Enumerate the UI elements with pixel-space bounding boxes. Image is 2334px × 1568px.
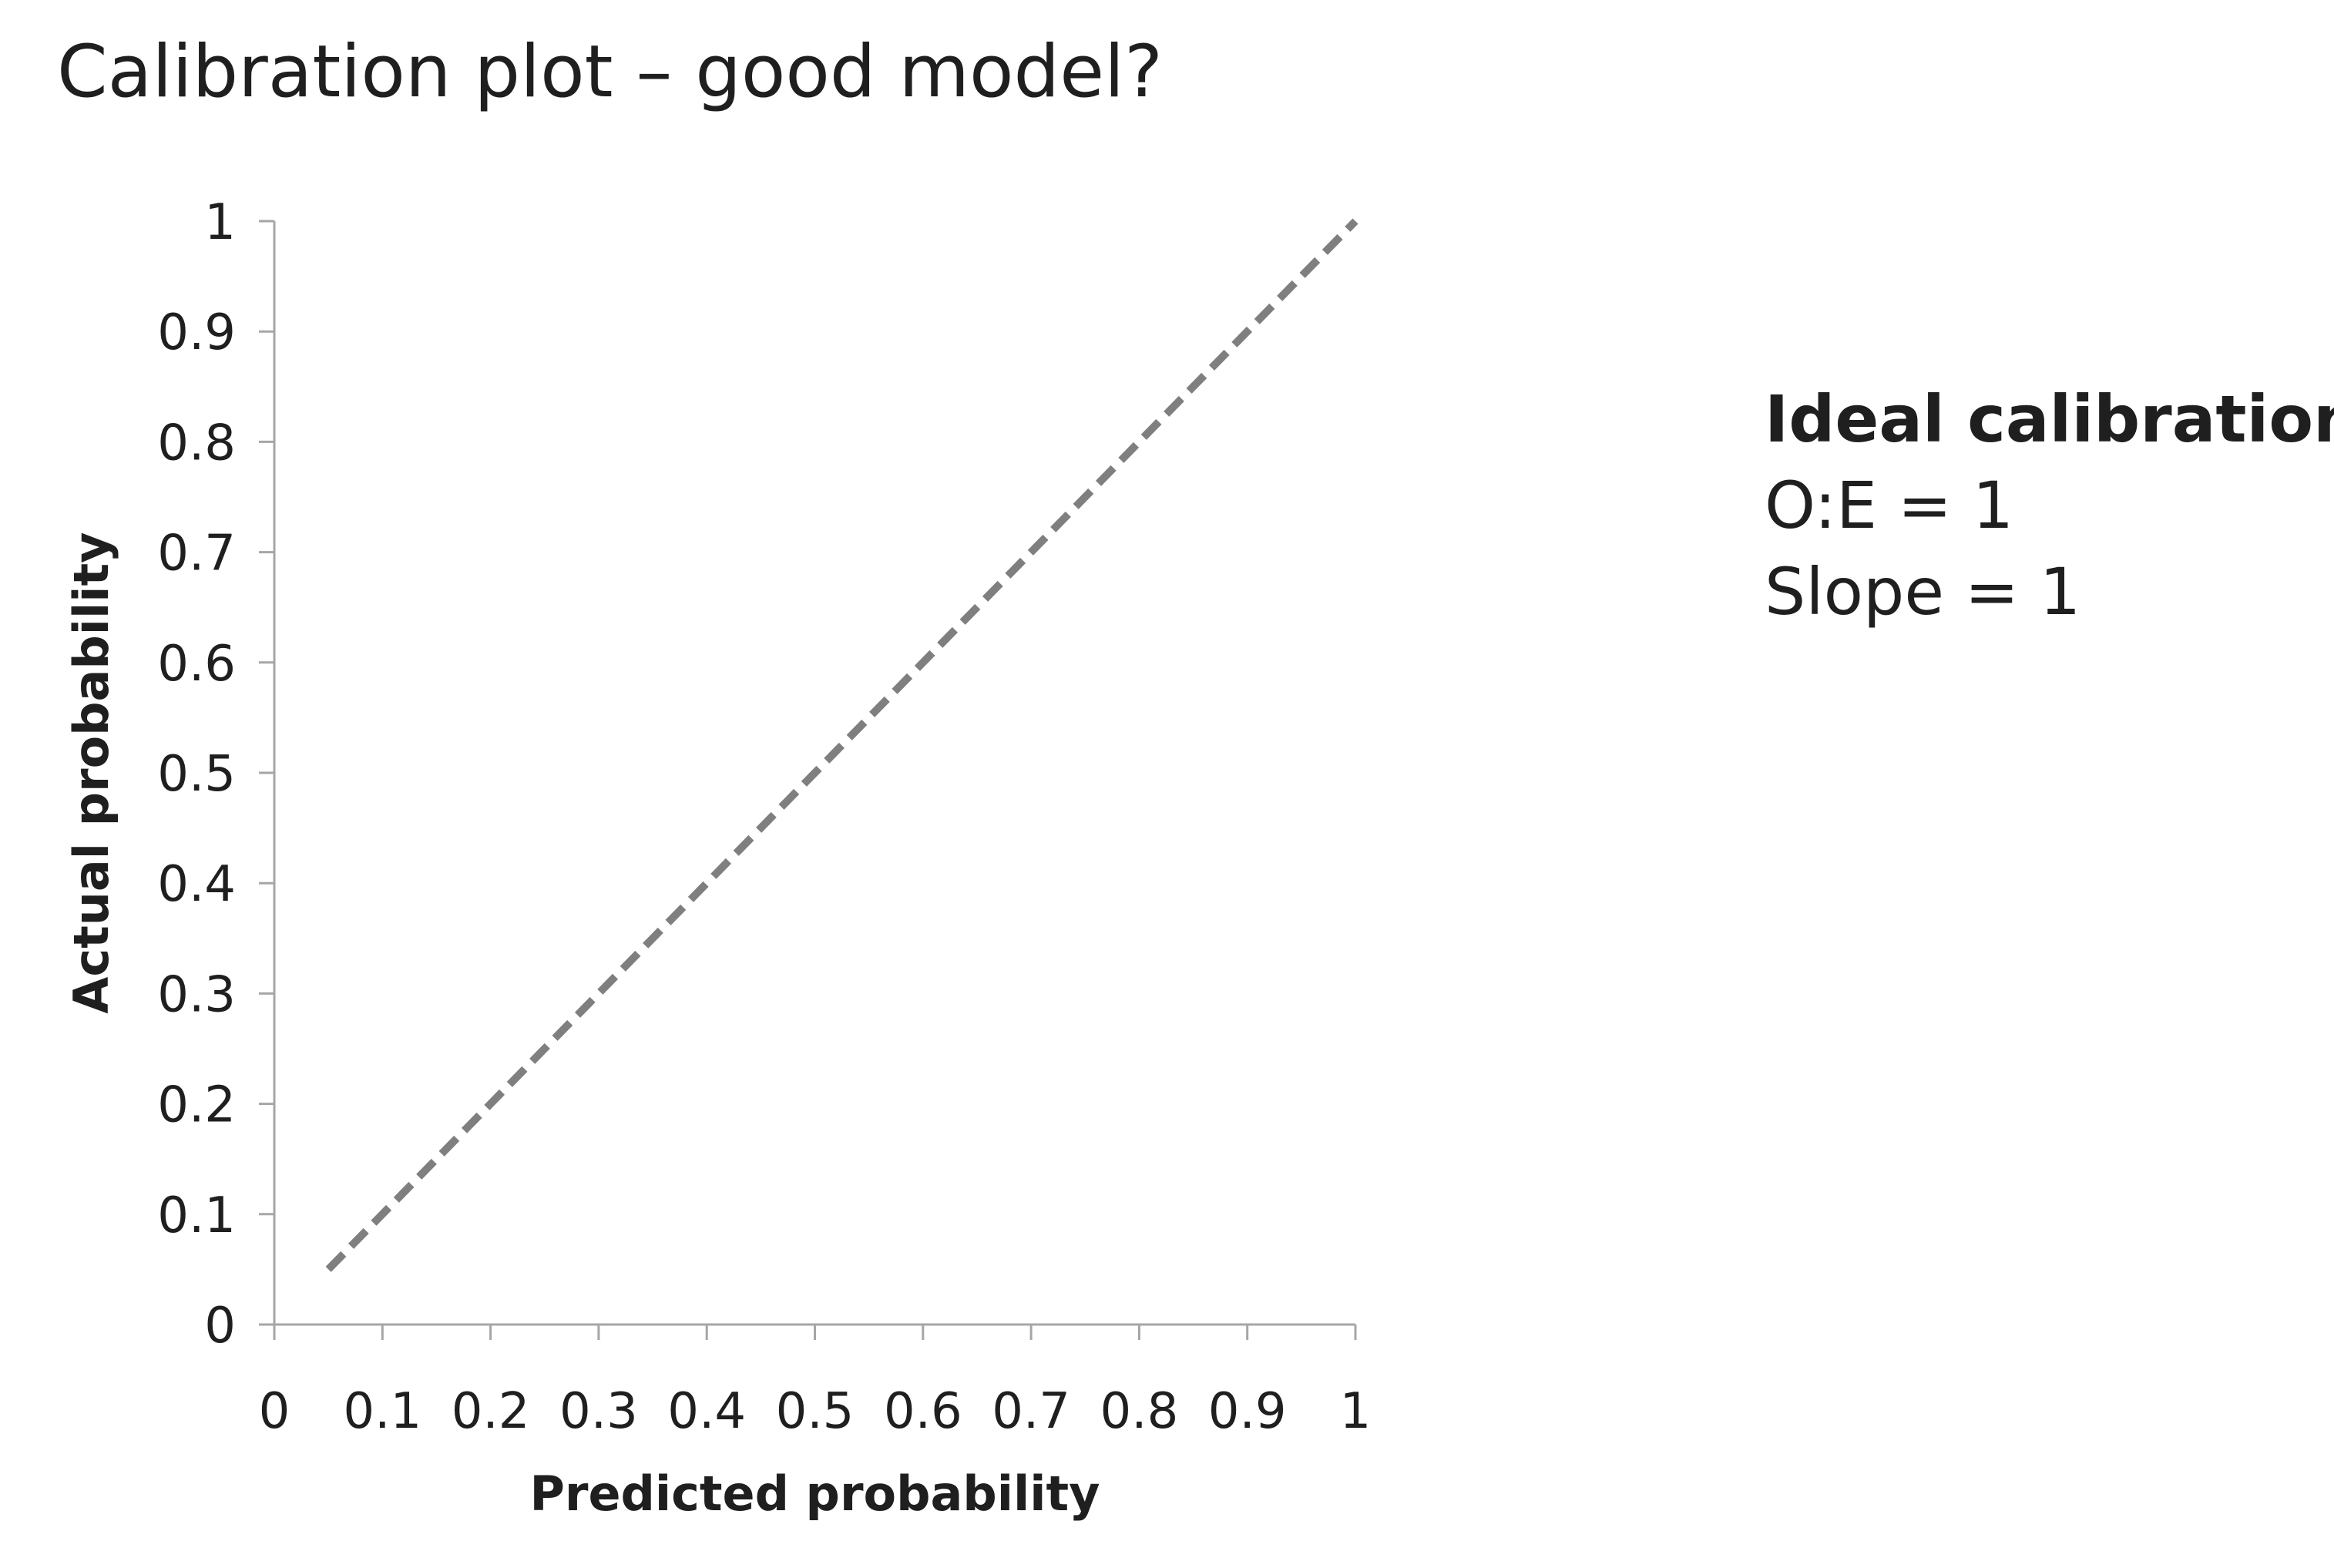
- y-tick-label: 0.4: [157, 856, 236, 913]
- y-tick-label: 0.2: [157, 1077, 236, 1134]
- ideal-calibration-line: [325, 218, 1358, 1272]
- series-layer: [325, 218, 1358, 1272]
- y-tick-label: 0.8: [157, 415, 236, 472]
- y-tick-label: 0.5: [157, 746, 236, 803]
- x-tick-label: 0.4: [667, 1383, 746, 1440]
- x-tick-label: 0.3: [559, 1383, 638, 1440]
- y-axis-title: Actual probability: [63, 532, 119, 1013]
- annotation-line-slope: Slope = 1: [1765, 554, 2081, 630]
- axis-ticks: 0 0.1 0.2 0.3 0.4 0.5 0.6 0.7 0.8 0.9 1 0 0.1 0.2 0.3 0…: [157, 194, 1371, 1440]
- y-tick-label: 0.3: [157, 966, 236, 1023]
- calibration-annotation: Ideal calibration O:E = 1 Slope = 1: [1765, 376, 2334, 635]
- x-tick-label: 0.2: [452, 1383, 530, 1440]
- y-tick-label: 0: [204, 1298, 236, 1355]
- annotation-heading: Ideal calibration: [1765, 381, 2334, 457]
- y-tick-label: 0.6: [157, 636, 236, 693]
- x-tick-label: 0.9: [1208, 1383, 1287, 1440]
- y-tick-label: 0.9: [157, 304, 236, 361]
- x-tick-label: 0.1: [343, 1383, 421, 1440]
- x-tick-label: 0.5: [776, 1383, 855, 1440]
- x-tick-label: 0.6: [884, 1383, 962, 1440]
- y-tick-label: 0.7: [157, 525, 236, 583]
- slide-title: Calibration plot – good model?: [57, 30, 1164, 114]
- x-tick-label: 0: [259, 1383, 290, 1440]
- x-tick-label: 0.7: [992, 1383, 1070, 1440]
- x-axis-title: Predicted probability: [529, 1466, 1100, 1522]
- annotation-line-oe: O:E = 1: [1765, 468, 2014, 543]
- x-tick-label: 1: [1340, 1383, 1372, 1440]
- x-tick-label: 0.8: [1100, 1383, 1179, 1440]
- y-tick-label: 0.1: [157, 1187, 236, 1244]
- y-tick-label: 1: [204, 194, 236, 251]
